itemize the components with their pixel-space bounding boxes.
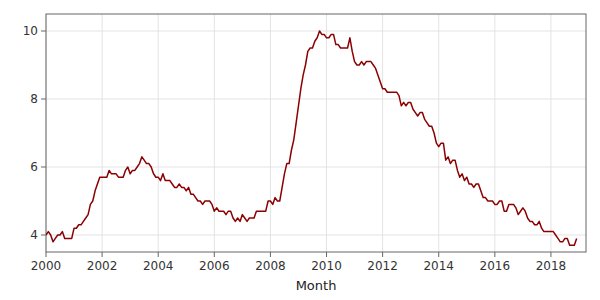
grid-line-x [382, 14, 383, 252]
tick-x [270, 252, 271, 257]
tick-label-x: 2008 [255, 259, 286, 273]
tick-y [41, 31, 46, 32]
tick-y [41, 235, 46, 236]
x-axis-label: Month [296, 278, 337, 293]
tick-label-y: 10 [23, 24, 38, 38]
tick-x [494, 252, 495, 257]
series-group [46, 31, 577, 245]
tick-label-x: 2002 [87, 259, 118, 273]
grid-line-x [550, 14, 551, 252]
grid-line-x [214, 14, 215, 252]
tick-label-x: 2014 [423, 259, 454, 273]
tick-x [326, 252, 327, 257]
grid-line-x [270, 14, 271, 252]
tick-label-y: 4 [30, 228, 38, 242]
tick-x [46, 252, 47, 257]
tick-label-x: 2018 [536, 259, 567, 273]
grid-line-y [46, 235, 586, 236]
tick-label-x: 2000 [31, 259, 62, 273]
plot-background [46, 14, 586, 252]
tick-x [214, 252, 215, 257]
tick-y [41, 99, 46, 100]
grid-line-x [158, 14, 159, 252]
tick-x [550, 252, 551, 257]
grid-line-x [438, 14, 439, 252]
line-series [46, 31, 577, 245]
tick-y [41, 167, 46, 168]
grid-line-x [102, 14, 103, 252]
tick-label-x: 2012 [367, 259, 398, 273]
plot-frame [46, 14, 586, 252]
grid [46, 14, 586, 252]
tick-label-x: 2010 [311, 259, 342, 273]
tick-label-y: 8 [30, 92, 38, 106]
axes: 4 6 8 10 2000 2002 2004 2006 2008 2010 2012 2014 201… [23, 14, 586, 273]
tick-x [382, 252, 383, 257]
grid-line-x [326, 14, 327, 252]
chart-container: 4 6 8 10 2000 2002 2004 2006 2008 2010 2012 2014 201… [0, 0, 600, 300]
tick-x [102, 252, 103, 257]
chart-svg: 4 6 8 10 2000 2002 2004 2006 2008 2010 2012 2014 201… [0, 0, 600, 300]
grid-line-y [46, 99, 586, 100]
grid-line-y [46, 31, 586, 32]
tick-label-x: 2006 [199, 259, 230, 273]
tick-label-x: 2004 [143, 259, 174, 273]
tick-x [438, 252, 439, 257]
tick-label-y: 6 [30, 160, 38, 174]
grid-line-x [494, 14, 495, 252]
tick-label-x: 2016 [480, 259, 511, 273]
tick-x [158, 252, 159, 257]
